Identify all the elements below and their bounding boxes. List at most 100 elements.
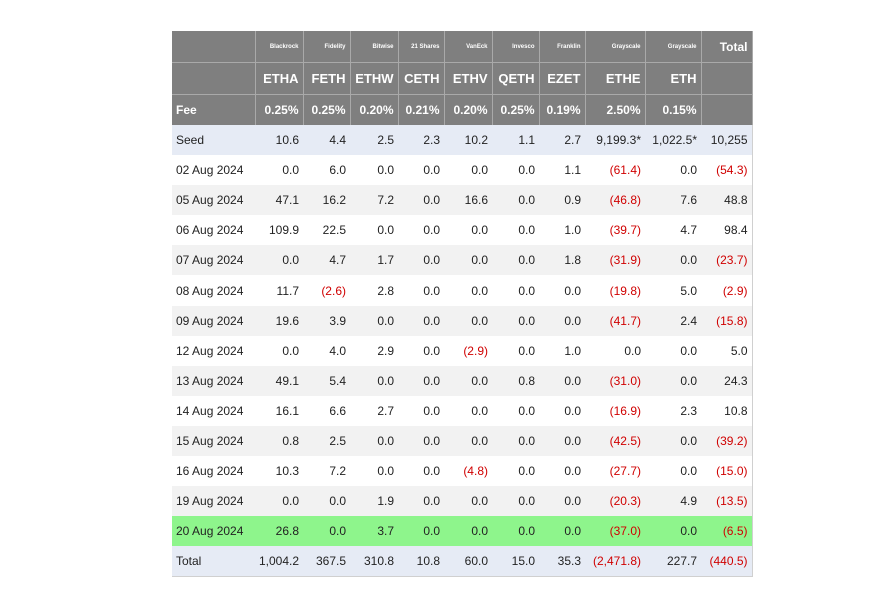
- flow-cell: 0.0: [492, 245, 539, 276]
- flow-cell: 16.1: [255, 395, 303, 426]
- flow-cell: 4.0: [303, 335, 350, 366]
- etf-flows-table: Blackrock Fidelity Bitwise 21 Shares Van…: [172, 31, 753, 578]
- flow-cell: 2.5: [303, 425, 350, 457]
- flow-cell: (27.7): [585, 456, 645, 487]
- flow-cell: 0.0: [255, 155, 303, 186]
- row-total-cell: 10,255: [701, 125, 753, 156]
- row-label: 05 Aug 2024: [172, 185, 255, 216]
- ticker-header: CETH: [398, 62, 445, 95]
- issuer-header: Bitwise: [350, 31, 399, 63]
- flow-cell: 0.0: [444, 275, 492, 306]
- table-row: 02 Aug 2024 0.0 6.0 0.0 0.0 0.0 0.0 1.1 (61.4) 0.…: [172, 155, 753, 186]
- flow-cell: 3.9: [303, 305, 350, 336]
- flow-cell: 0.0: [350, 365, 398, 396]
- flow-cell: 0.0: [398, 365, 444, 396]
- ticker-header: ETHA: [255, 62, 304, 95]
- ticker-header: ETHE: [585, 62, 646, 95]
- issuer-header: Invesco: [492, 31, 540, 63]
- flow-cell: 6.0: [303, 155, 350, 186]
- total-column-header: Total: [701, 31, 753, 63]
- flow-cell: 1.1: [492, 125, 539, 156]
- issuer-header: Fidelity: [303, 31, 351, 63]
- flow-cell: 0.8: [492, 365, 539, 396]
- issuer-header-row: Blackrock Fidelity Bitwise 21 Shares Van…: [172, 31, 753, 63]
- flow-cell: 0.0: [539, 275, 585, 306]
- flow-cell: 11.7: [255, 275, 303, 306]
- fee-value: 0.20%: [444, 94, 493, 125]
- table-row: 19 Aug 2024 0.0 0.0 1.9 0.0 0.0 0.0 0.0 (20.3) 4.…: [172, 486, 753, 517]
- header-corner: [172, 62, 256, 95]
- seed-row: Seed 10.6 4.4 2.5 2.3 10.2 1.1 2.7 9,199.3* 1,022…: [172, 125, 753, 156]
- row-label: 15 Aug 2024: [172, 425, 255, 457]
- flow-cell: 0.0: [645, 516, 701, 547]
- flow-cell: 227.7: [645, 546, 701, 578]
- row-total-cell: (39.2): [701, 425, 753, 457]
- flow-cell: 0.0: [492, 425, 539, 457]
- flow-cell: (42.5): [585, 425, 645, 457]
- flow-cell: 0.0: [398, 275, 444, 306]
- row-total-cell: 10.8: [701, 395, 753, 426]
- row-label: 14 Aug 2024: [172, 395, 255, 426]
- flow-cell: 4.4: [303, 125, 350, 156]
- flow-cell: 4.7: [303, 245, 350, 276]
- flow-cell: 2.3: [398, 125, 444, 156]
- flow-cell: (2.9): [444, 335, 492, 366]
- header-corner: [172, 31, 256, 63]
- flow-cell: (46.8): [585, 185, 645, 216]
- flow-cell: (19.8): [585, 275, 645, 306]
- flow-cell: 35.3: [539, 546, 585, 578]
- flow-cell: 0.0: [398, 215, 444, 246]
- table-row: 09 Aug 2024 19.6 3.9 0.0 0.0 0.0 0.0 0.0 (41.7) 2…: [172, 305, 753, 336]
- flow-cell: 16.2: [303, 185, 350, 216]
- table-header: Blackrock Fidelity Bitwise 21 Shares Van…: [172, 31, 753, 125]
- flow-cell: 10.2: [444, 125, 492, 156]
- flow-cell: 0.0: [350, 305, 398, 336]
- flow-cell: 2.3: [645, 395, 701, 426]
- flow-cell: 7.2: [303, 456, 350, 487]
- flow-cell: 1.8: [539, 245, 585, 276]
- row-total-cell: (15.8): [701, 305, 753, 336]
- flow-cell: 2.4: [645, 305, 701, 336]
- table-row: 05 Aug 2024 47.1 16.2 7.2 0.0 16.6 0.0 0.9 (46.8…: [172, 185, 753, 216]
- flow-cell: 2.5: [350, 125, 398, 156]
- row-label: 02 Aug 2024: [172, 155, 255, 186]
- issuer-header: Franklin: [539, 31, 586, 63]
- flow-cell: 19.6: [255, 305, 303, 336]
- flow-cell: 4.9: [645, 486, 701, 517]
- row-label: 07 Aug 2024: [172, 245, 255, 276]
- row-total-cell: 98.4: [701, 215, 753, 246]
- issuer-header: Grayscale: [585, 31, 646, 63]
- flow-cell: 0.0: [492, 456, 539, 487]
- flow-cell: (41.7): [585, 305, 645, 336]
- row-total-cell: (54.3): [701, 155, 753, 186]
- flow-cell: 0.0: [539, 516, 585, 547]
- row-label: 12 Aug 2024: [172, 335, 255, 366]
- header-blank: [701, 94, 753, 125]
- flow-cell: 26.8: [255, 516, 303, 547]
- row-total-cell: 48.8: [701, 185, 753, 216]
- fee-value: 0.20%: [350, 94, 399, 125]
- flow-cell: (39.7): [585, 215, 645, 246]
- flow-cell: 1,022.5*: [645, 125, 701, 156]
- flow-cell: (31.9): [585, 245, 645, 276]
- flow-cell: 10.8: [398, 546, 444, 578]
- flow-cell: 2.7: [350, 395, 398, 426]
- flow-cell: 0.0: [303, 516, 350, 547]
- flow-cell: 4.7: [645, 215, 701, 246]
- flow-cell: 2.8: [350, 275, 398, 306]
- row-label: 09 Aug 2024: [172, 305, 255, 336]
- fee-value: 0.25%: [492, 94, 540, 125]
- flow-cell: 0.8: [255, 425, 303, 457]
- row-label: 16 Aug 2024: [172, 456, 255, 487]
- flow-cell: 0.9: [539, 185, 585, 216]
- table-body: Seed 10.6 4.4 2.5 2.3 10.2 1.1 2.7 9,199.3* 1,022…: [172, 125, 753, 578]
- flow-cell: 0.0: [539, 305, 585, 336]
- table-row: 07 Aug 2024 0.0 4.7 1.7 0.0 0.0 0.0 1.8 (31.9) 0.…: [172, 245, 753, 276]
- row-label: 08 Aug 2024: [172, 275, 255, 306]
- row-label: Total: [172, 546, 255, 578]
- flow-cell: 0.0: [539, 425, 585, 457]
- flow-cell: 0.0: [255, 245, 303, 276]
- table-row: 14 Aug 2024 16.1 6.6 2.7 0.0 0.0 0.0 0.0 (16.9) 2…: [172, 395, 753, 426]
- flow-cell: 0.0: [303, 486, 350, 517]
- ticker-header: ETHW: [350, 62, 399, 95]
